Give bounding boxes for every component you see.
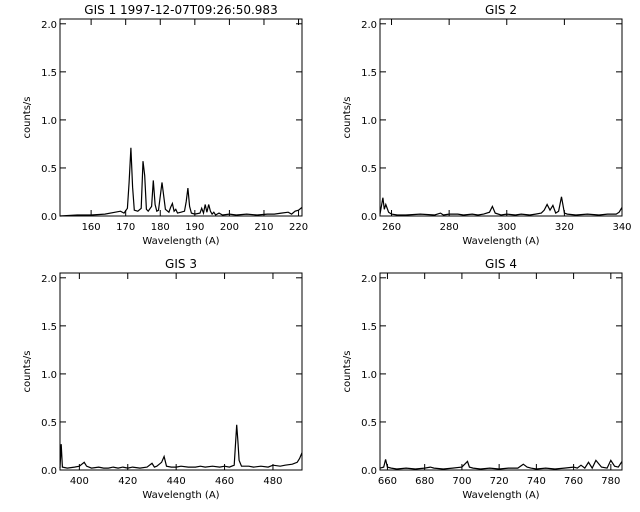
plot-frame (379, 18, 623, 217)
chart-panel-2: GIS 2 260 280 300 320 340 0.0 0.5 1.0 1.5 2.0 Wavel… (342, 3, 632, 247)
chart-title: GIS 4 (485, 257, 517, 271)
x-tick-label: 680 (415, 476, 434, 487)
y-axis-label: counts/s (22, 96, 33, 138)
plot-frame (59, 272, 303, 471)
plot-frame (379, 272, 623, 471)
x-tick-label: 700 (452, 476, 471, 487)
y-tick-label: 1.5 (41, 68, 57, 79)
x-tick-label: 220 (289, 222, 308, 233)
x-tick-label: 190 (185, 222, 204, 233)
chart-title: GIS 2 (485, 3, 517, 17)
y-tick-label: 1.0 (361, 370, 377, 381)
y-tick-label: 2.0 (41, 274, 57, 285)
y-tick-label: 0.0 (361, 466, 377, 477)
chart-title: GIS 1 1997-12-07T09:26:50.983 (84, 3, 277, 17)
x-tick-label: 180 (151, 222, 170, 233)
x-tick-label: 320 (555, 222, 574, 233)
x-tick-label: 160 (82, 222, 101, 233)
x-tick-label: 280 (440, 222, 459, 233)
x-tick-label: 660 (378, 476, 397, 487)
y-tick-label: 0.0 (41, 466, 57, 477)
y-axis-label: counts/s (342, 350, 353, 392)
x-tick-label: 200 (220, 222, 239, 233)
y-tick-label: 1.0 (41, 370, 57, 381)
spectrum-line (59, 424, 303, 469)
chart-panel-1: GIS 1 1997-12-07T09:26:50.983 160 170 180 19… (22, 3, 308, 247)
y-tick-label: 1.5 (41, 322, 57, 333)
plot-frame (59, 18, 303, 217)
chart-title: GIS 3 (165, 257, 197, 271)
x-tick-label: 720 (490, 476, 509, 487)
y-tick-label: 0.5 (361, 164, 377, 175)
x-tick-label: 480 (263, 476, 282, 487)
y-tick-label: 0.0 (41, 212, 57, 223)
y-tick-label: 2.0 (361, 20, 377, 31)
spectrum-line (59, 147, 303, 217)
x-tick-label: 440 (167, 476, 186, 487)
y-axis-label: counts/s (342, 96, 353, 138)
x-tick-label: 260 (382, 222, 401, 233)
x-tick-label: 780 (601, 476, 620, 487)
x-tick-label: 300 (497, 222, 516, 233)
x-tick-label: 420 (118, 476, 137, 487)
y-tick-label: 1.5 (361, 322, 377, 333)
x-tick-label: 740 (527, 476, 546, 487)
y-tick-label: 2.0 (41, 20, 57, 31)
x-tick-label: 400 (70, 476, 89, 487)
y-tick-label: 0.5 (41, 164, 57, 175)
y-axis-label: counts/s (22, 350, 33, 392)
x-tick-label: 460 (215, 476, 234, 487)
y-tick-label: 1.0 (361, 116, 377, 127)
spectrum-line (379, 459, 623, 470)
y-tick-label: 1.5 (361, 68, 377, 79)
spectrum-line (379, 196, 623, 216)
x-tick-label: 210 (254, 222, 273, 233)
x-axis-label: Wavelength (A) (462, 236, 539, 247)
x-tick-label: 170 (116, 222, 135, 233)
y-tick-label: 0.5 (361, 418, 377, 429)
x-tick-label: 340 (612, 222, 631, 233)
y-tick-label: 2.0 (361, 274, 377, 285)
x-axis-label: Wavelength (A) (142, 490, 219, 501)
x-axis-label: Wavelength (A) (142, 236, 219, 247)
chart-panel-4: GIS 4 660 680 700 720 740 760 780 0.0 0.5 1.0 1.5 2.… (342, 257, 623, 501)
x-tick-label: 760 (564, 476, 583, 487)
y-tick-label: 1.0 (41, 116, 57, 127)
chart-panel-3: GIS 3 400 420 440 460 480 0.0 0.5 1.0 1.5 2.0 Wavel… (22, 257, 303, 501)
y-tick-label: 0.5 (41, 418, 57, 429)
x-axis-label: Wavelength (A) (462, 490, 539, 501)
y-tick-label: 0.0 (361, 212, 377, 223)
